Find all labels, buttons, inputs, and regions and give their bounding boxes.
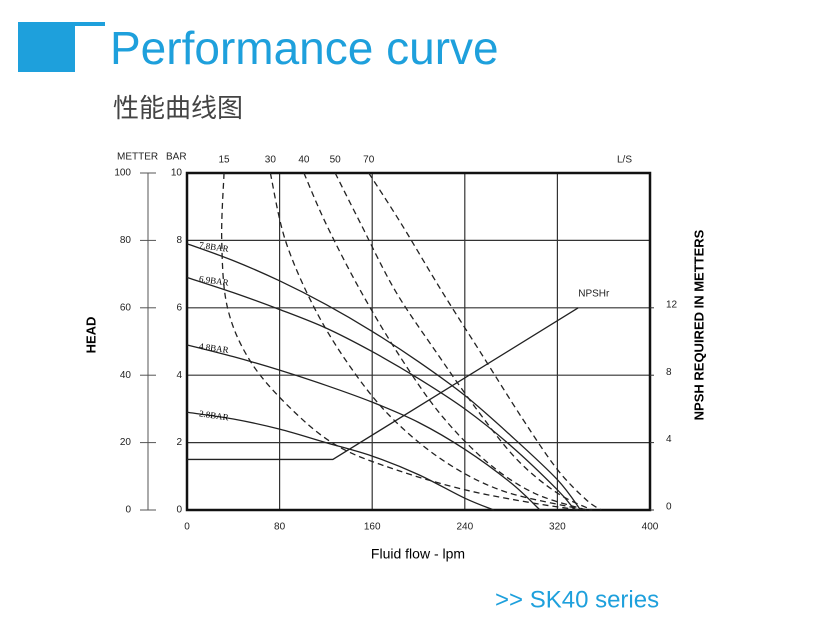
logo-bar: [75, 22, 105, 26]
page-subtitle: 性能曲线图: [113, 93, 243, 123]
curve: [186, 411, 494, 511]
meter-tick-label: 100: [114, 168, 131, 179]
pressure-label: 4.8BAR: [198, 341, 229, 355]
curve: [220, 172, 581, 511]
curve: [368, 172, 602, 511]
x-tick-label: 240: [456, 522, 473, 533]
air-label: 50: [330, 155, 342, 166]
y-tick-label: 4: [176, 370, 182, 381]
top-unit: L/S: [617, 155, 632, 166]
curve: [187, 307, 579, 461]
npsh-label: NPSHr: [578, 288, 610, 299]
meter-tick-label: 80: [120, 235, 132, 246]
meter-tick-label: 60: [120, 302, 132, 313]
curve: [186, 276, 576, 511]
curve: [269, 172, 593, 511]
x-tick-label: 0: [184, 522, 190, 533]
y2-axis-label: NPSH REQUIRED IN METTERS: [691, 229, 706, 420]
plot-frame: [185, 171, 652, 512]
curve: [186, 243, 582, 511]
pressure-label: 6.9BAR: [198, 274, 229, 288]
chart: 0 80 160 240 320 4000246810020406080100METTER…: [83, 152, 706, 562]
bar-axis-label: BAR: [166, 152, 187, 163]
meter-tick-label: 0: [125, 505, 131, 516]
y2-tick-label: 12: [666, 299, 678, 310]
meter-tick-label: 40: [120, 370, 132, 381]
pressure-label: 2.8BAR: [198, 408, 229, 422]
series-name: >> SK40 series: [495, 586, 659, 613]
y2-tick-label: 0: [666, 502, 672, 513]
x-tick-label: 160: [364, 522, 381, 533]
curve: [303, 172, 587, 511]
y2-tick-label: 8: [666, 367, 672, 378]
x-tick-label: 320: [549, 522, 566, 533]
air-label: 15: [218, 155, 230, 166]
pressure-label: 7.8BAR: [198, 240, 229, 254]
head-label: HEAD: [83, 317, 98, 354]
y2-tick-label: 4: [666, 434, 672, 445]
y-tick-label: 2: [176, 437, 182, 448]
y-tick-label: 6: [176, 302, 182, 313]
x-tick-label: 400: [642, 522, 659, 533]
y-tick-label: 10: [171, 168, 183, 179]
air-label: 30: [265, 155, 277, 166]
x-tick-label: 80: [274, 522, 286, 533]
air-label: 70: [363, 155, 375, 166]
logo-block: [18, 22, 75, 72]
curve: [186, 344, 541, 511]
meter-tick-label: 20: [120, 437, 132, 448]
y-tick-label: 8: [176, 235, 182, 246]
meter-axis-label: METTER: [117, 152, 158, 163]
air-label: 40: [298, 155, 310, 166]
x-axis-label: Fluid flow - lpm: [371, 546, 465, 562]
y-tick-label: 0: [176, 505, 182, 516]
page-title: Performance curve: [110, 22, 499, 74]
curve: [334, 172, 593, 511]
